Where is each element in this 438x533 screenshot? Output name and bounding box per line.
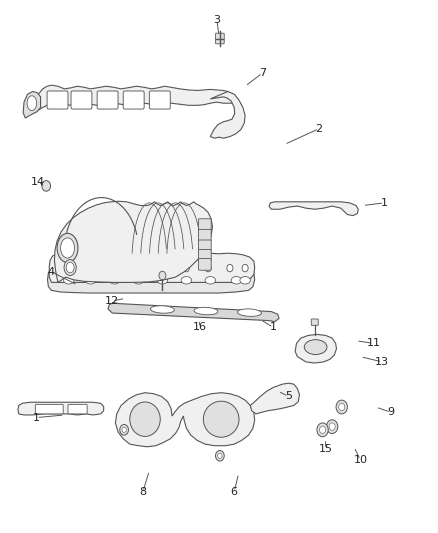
Polygon shape: [18, 402, 104, 415]
Text: 13: 13: [375, 357, 389, 367]
Polygon shape: [295, 334, 336, 363]
Circle shape: [118, 264, 124, 272]
Text: 10: 10: [353, 455, 367, 465]
Circle shape: [184, 264, 189, 272]
Polygon shape: [210, 92, 245, 138]
Ellipse shape: [64, 260, 76, 276]
FancyBboxPatch shape: [198, 240, 211, 252]
Text: 11: 11: [367, 338, 381, 349]
Polygon shape: [32, 85, 234, 113]
FancyBboxPatch shape: [68, 405, 87, 414]
Text: 3: 3: [213, 15, 220, 25]
Circle shape: [326, 419, 338, 433]
Ellipse shape: [304, 340, 327, 354]
Circle shape: [329, 423, 335, 430]
Text: 16: 16: [192, 322, 206, 333]
FancyBboxPatch shape: [198, 249, 211, 261]
Polygon shape: [116, 393, 254, 447]
FancyBboxPatch shape: [198, 229, 211, 241]
Ellipse shape: [151, 306, 174, 313]
Text: 4: 4: [48, 267, 55, 277]
Text: 15: 15: [318, 445, 332, 455]
Text: 1: 1: [33, 413, 40, 423]
Ellipse shape: [157, 277, 168, 284]
Circle shape: [227, 264, 233, 272]
Ellipse shape: [66, 262, 74, 273]
Text: 12: 12: [105, 296, 120, 306]
Polygon shape: [23, 92, 41, 118]
FancyBboxPatch shape: [35, 405, 63, 414]
Circle shape: [120, 424, 128, 435]
Circle shape: [57, 264, 63, 272]
Circle shape: [205, 264, 211, 272]
Circle shape: [140, 264, 146, 272]
Ellipse shape: [181, 277, 191, 284]
FancyBboxPatch shape: [47, 91, 68, 109]
Polygon shape: [251, 383, 300, 414]
Text: 1: 1: [270, 322, 277, 333]
Ellipse shape: [231, 277, 242, 284]
Ellipse shape: [237, 309, 261, 317]
Text: 7: 7: [259, 68, 266, 78]
Circle shape: [242, 264, 248, 272]
FancyBboxPatch shape: [215, 33, 224, 44]
Ellipse shape: [57, 233, 78, 263]
FancyBboxPatch shape: [123, 91, 144, 109]
Ellipse shape: [27, 96, 37, 111]
Circle shape: [122, 427, 126, 432]
Circle shape: [42, 181, 50, 191]
Text: 1: 1: [381, 198, 388, 208]
FancyBboxPatch shape: [149, 91, 170, 109]
Ellipse shape: [130, 402, 160, 437]
FancyBboxPatch shape: [311, 319, 318, 325]
Ellipse shape: [64, 277, 74, 284]
FancyBboxPatch shape: [198, 259, 211, 270]
Text: 2: 2: [315, 124, 323, 134]
FancyBboxPatch shape: [198, 219, 211, 230]
Polygon shape: [269, 202, 358, 216]
Polygon shape: [108, 303, 279, 321]
Text: 6: 6: [231, 487, 238, 497]
Ellipse shape: [60, 238, 74, 258]
Ellipse shape: [205, 277, 215, 284]
Ellipse shape: [240, 277, 251, 284]
Circle shape: [336, 400, 347, 414]
Text: 14: 14: [32, 176, 46, 187]
Circle shape: [162, 264, 168, 272]
Text: 8: 8: [139, 487, 146, 497]
Text: 5: 5: [285, 391, 292, 401]
FancyBboxPatch shape: [97, 91, 118, 109]
Circle shape: [215, 450, 224, 461]
Ellipse shape: [85, 277, 96, 284]
Circle shape: [339, 403, 345, 411]
Circle shape: [96, 264, 102, 272]
Ellipse shape: [133, 277, 144, 284]
Circle shape: [218, 453, 222, 458]
Polygon shape: [47, 268, 254, 293]
FancyBboxPatch shape: [71, 91, 92, 109]
Circle shape: [317, 423, 328, 437]
Ellipse shape: [110, 277, 120, 284]
Polygon shape: [54, 201, 212, 282]
Ellipse shape: [194, 308, 218, 315]
Text: 9: 9: [387, 407, 395, 417]
Polygon shape: [49, 252, 254, 282]
Circle shape: [320, 426, 325, 433]
Ellipse shape: [203, 401, 239, 437]
Circle shape: [159, 271, 166, 280]
Circle shape: [74, 264, 81, 272]
